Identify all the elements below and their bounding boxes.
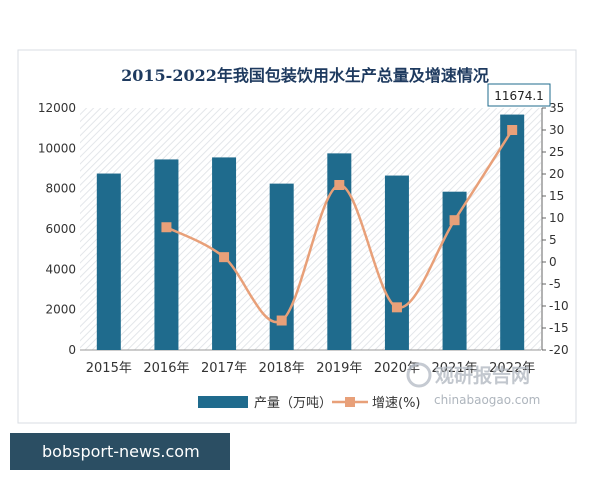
bar-2020年 <box>384 175 409 350</box>
left-tick-label: 0 <box>68 343 76 357</box>
right-tick-label: -15 <box>549 321 569 335</box>
right-tick-label: 25 <box>549 145 564 159</box>
x-tick-label: 2017年 <box>201 361 247 376</box>
right-tick-label: 15 <box>549 189 564 203</box>
chart-svg: 2015-2022年我国包装饮用水生产总量及增速情况 0 2000 4000 6000… <box>17 49 577 424</box>
legend-line-marker <box>345 397 355 407</box>
right-tick-label: 5 <box>549 233 557 247</box>
x-tick-label: 2020年 <box>374 361 420 376</box>
bar-2015年 <box>96 173 121 350</box>
growth-point-2016年 <box>161 222 172 233</box>
right-tick-label: 20 <box>549 167 564 181</box>
growth-point-2018年 <box>276 315 287 326</box>
watermark-brand: 观研报告网 <box>435 364 530 387</box>
left-tick-label: 2000 <box>45 303 76 317</box>
watermark: 观研报告网 chinabaogao.com <box>406 362 540 407</box>
x-tick-label: 2021年 <box>432 361 478 376</box>
growth-point-2021年 <box>449 215 460 226</box>
growth-point-2019年 <box>334 180 345 190</box>
left-tick-label: 12000 <box>38 101 76 115</box>
right-tick-label: 10 <box>549 211 564 225</box>
plot-area <box>80 108 541 350</box>
chart-area: 2015-2022年我国包装饮用水生产总量及增速情况 0 2000 4000 6000… <box>10 0 588 425</box>
left-axis: 0 2000 4000 6000 8000 10000 12000 <box>38 101 541 357</box>
chart-title: 2015-2022年我国包装饮用水生产总量及增速情况 <box>121 66 489 85</box>
bar-2016年 <box>154 159 179 350</box>
right-axis: -20 -15 -10 -5 0 5 10 15 20 25 30 35 <box>541 101 569 357</box>
watermark-url: chinabaogao.com <box>434 393 540 407</box>
right-tick-label: 0 <box>549 255 557 269</box>
right-tick-label: 30 <box>549 123 564 137</box>
growth-point-2022年 <box>507 125 518 135</box>
left-tick-label: 8000 <box>45 182 76 196</box>
right-tick-label: -10 <box>549 299 569 313</box>
left-tick-label: 10000 <box>38 141 76 155</box>
watermark-logo-icon <box>406 362 432 388</box>
right-tick-label: -20 <box>549 343 569 357</box>
annotation-callout: 11674.1 <box>487 83 551 107</box>
x-tick-label: 2022年 <box>489 361 535 376</box>
legend: 产量（万吨） 增速(%) <box>198 396 421 411</box>
growth-point-2017年 <box>219 252 230 263</box>
bar-2022年 <box>500 114 525 350</box>
annotation-label: 11674.1 <box>494 89 544 103</box>
left-tick-label: 6000 <box>45 222 76 236</box>
line-series <box>161 125 518 326</box>
bar-series <box>96 114 525 350</box>
legend-line-label: 增速(%) <box>372 396 421 411</box>
x-axis: 2015年 2016年 2017年 2018年 2019年 2020年 2021年 2022年 <box>86 361 535 376</box>
x-tick-label: 2016年 <box>143 361 189 376</box>
growth-point-2020年 <box>391 302 402 313</box>
legend-bar-label: 产量（万吨） <box>254 396 332 411</box>
right-tick-label: 35 <box>549 101 564 115</box>
legend-bar-swatch <box>198 396 248 408</box>
left-tick-label: 4000 <box>45 262 76 276</box>
x-tick-label: 2018年 <box>259 361 305 376</box>
footer-text: bobsport-news.com <box>42 442 200 461</box>
x-tick-label: 2019年 <box>316 361 362 376</box>
footer-banner: bobsport-news.com <box>10 433 230 470</box>
x-tick-label: 2015年 <box>86 361 132 376</box>
right-tick-label: -5 <box>549 277 561 291</box>
